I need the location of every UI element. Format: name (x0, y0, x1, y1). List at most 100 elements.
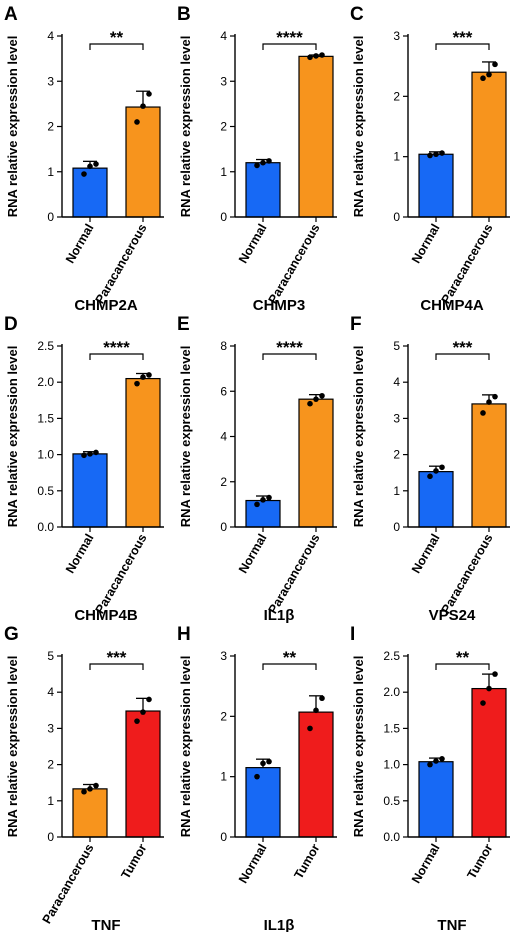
significance-bracket (89, 43, 144, 50)
y-tick-label: 0.5 (383, 794, 400, 808)
data-point (492, 61, 498, 68)
data-point (439, 464, 445, 471)
data-point (480, 75, 486, 82)
y-tick-label: 8 (220, 339, 227, 353)
significance-label: **** (276, 28, 303, 47)
x-category-label: Paracancerous (93, 221, 150, 306)
bar-paracancerous (471, 71, 507, 218)
x-category-label: Paracancerous (439, 221, 496, 306)
bar-normal (72, 167, 108, 218)
y-axis-title: RNA relative expression level (178, 656, 193, 838)
x-category-label: Normal (409, 222, 443, 266)
data-point (93, 449, 99, 456)
y-tick-label: 2.0 (37, 375, 54, 389)
y-tick-label: 2 (220, 709, 227, 723)
significance-label: ** (456, 648, 470, 667)
significance-label: *** (107, 648, 127, 667)
panel-letter: A (4, 4, 18, 25)
data-point (93, 782, 99, 789)
data-point (319, 392, 325, 399)
y-tick-label: 2 (47, 758, 54, 772)
data-point (146, 696, 152, 703)
x-category-label: Normal (63, 532, 97, 576)
bar-normal (245, 499, 281, 528)
y-tick-label: 4 (47, 685, 54, 699)
panel-d: D RNA relative expression level 0.0 0.5 1.0 1… (4, 314, 164, 624)
bar-normal (245, 162, 281, 218)
y-tick-label: 2 (220, 120, 227, 134)
panel-letter: I (350, 624, 355, 645)
data-point (87, 786, 93, 792)
y-tick-label: 1 (220, 770, 227, 784)
x-category-label: Tumor (291, 841, 322, 881)
significance-bracket (262, 663, 317, 670)
data-point (254, 162, 260, 169)
significance-bracket (89, 663, 144, 670)
data-point (439, 150, 445, 156)
data-point (87, 163, 93, 170)
y-tick-label: 5 (47, 649, 54, 663)
gene-title: IL1β (264, 917, 295, 932)
x-category-label: Normal (63, 222, 97, 266)
data-point (81, 452, 87, 459)
panel-f: F RNA relative expression level 0 1 2 3 4 5 Norm… (350, 314, 510, 624)
significance-bracket (89, 353, 144, 360)
data-point (254, 501, 260, 508)
bar-normal (245, 767, 281, 838)
bar-normal (418, 761, 454, 838)
panel-letter: E (177, 314, 190, 335)
data-point (134, 718, 140, 724)
y-tick-label: 0 (47, 210, 54, 224)
y-axis-title: RNA relative expression level (178, 346, 193, 528)
data-point (433, 468, 439, 474)
bar-normal (418, 153, 454, 218)
significance-label: *** (453, 338, 473, 357)
panel-letter: B (177, 4, 191, 25)
panel-i: I RNA relative expression level 0.0 0.5 1.0 1… (350, 624, 510, 932)
y-tick-label: 0 (220, 520, 227, 534)
y-tick-label: 0.0 (383, 830, 400, 844)
data-point (307, 400, 313, 407)
significance-label: ** (283, 648, 297, 667)
significance-label: *** (453, 28, 473, 47)
y-tick-label: 2 (393, 89, 400, 103)
y-tick-label: 2 (47, 120, 54, 134)
gene-title: CHMP2A (74, 297, 138, 314)
data-point (146, 372, 152, 378)
y-tick-label: 1.5 (383, 721, 400, 735)
x-category-label: Tumor (118, 841, 149, 881)
y-tick-label: 3 (393, 29, 400, 43)
y-tick-label: 4 (220, 430, 227, 444)
gene-title: TNF (437, 917, 466, 932)
y-tick-label: 2.0 (383, 685, 400, 699)
y-tick-label: 0.5 (37, 484, 54, 498)
gene-title: VPS24 (429, 607, 476, 624)
data-point (319, 695, 325, 702)
y-tick-label: 0 (220, 210, 227, 224)
gene-title: CHMP3 (253, 297, 306, 314)
panel-g: G RNA relative expression level 0 1 2 3 4 5 Para… (4, 624, 164, 932)
bar-paracancerous (298, 55, 334, 218)
y-axis-title: RNA relative expression level (351, 656, 366, 838)
data-point (492, 393, 498, 400)
y-tick-label: 4 (393, 375, 400, 389)
bar-paracancerous (471, 403, 507, 528)
y-axis-title: RNA relative expression level (178, 36, 193, 218)
gene-title: TNF (91, 917, 120, 932)
y-tick-label: 2.5 (37, 339, 54, 353)
data-point (260, 760, 266, 767)
data-point (134, 380, 140, 387)
y-tick-label: 0.0 (37, 520, 54, 534)
y-tick-label: 1 (47, 794, 54, 808)
panel-letter: F (350, 314, 362, 335)
data-point (266, 758, 272, 765)
y-tick-label: 0 (393, 520, 400, 534)
data-point (480, 410, 486, 416)
bar-paracancerous (298, 398, 334, 528)
panel-a: A RNA relative expression level 0 1 2 3 4 Norma… (4, 4, 164, 314)
y-tick-label: 2 (220, 475, 227, 489)
panel-letter: D (4, 314, 18, 335)
data-point (266, 494, 272, 501)
x-category-label: Paracancerous (266, 221, 323, 306)
